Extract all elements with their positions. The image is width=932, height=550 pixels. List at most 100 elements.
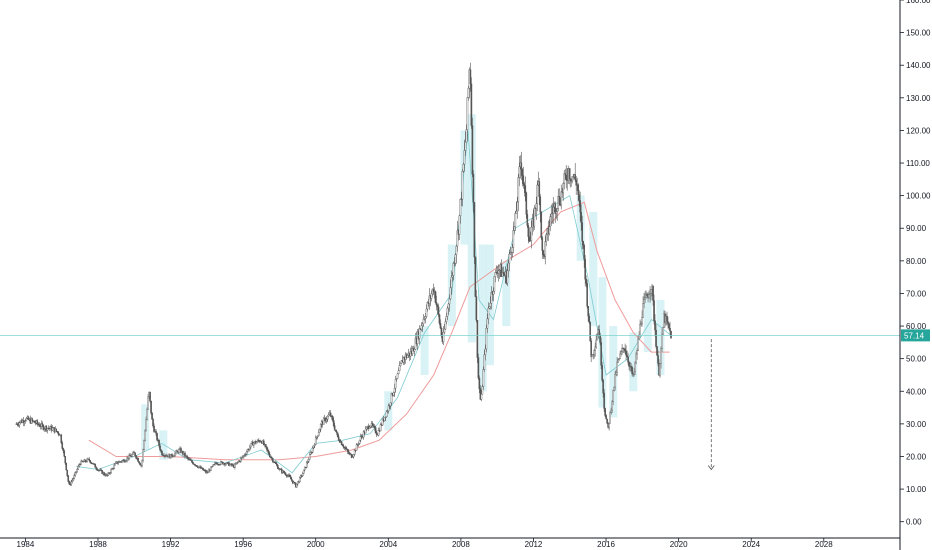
candle-body bbox=[646, 294, 648, 297]
candle-body bbox=[653, 300, 655, 321]
candle-body bbox=[659, 363, 661, 376]
candle-body bbox=[24, 420, 27, 422]
candle-body bbox=[467, 88, 470, 98]
candle-body bbox=[237, 461, 239, 463]
price-badge-label: 57.14 bbox=[904, 331, 925, 340]
candle-body bbox=[245, 453, 247, 455]
candle-body bbox=[575, 179, 577, 186]
candle-body bbox=[131, 454, 133, 457]
candle-body bbox=[144, 430, 146, 441]
x-tick-label: 2000 bbox=[307, 540, 325, 549]
candle-body bbox=[630, 366, 632, 368]
candle-body bbox=[498, 269, 501, 272]
candle-body bbox=[482, 369, 485, 387]
candle-body bbox=[461, 171, 464, 200]
candle-body bbox=[490, 292, 493, 304]
candle-body bbox=[147, 396, 149, 410]
candle-body bbox=[600, 342, 602, 366]
candle-body bbox=[447, 303, 450, 309]
candle-body bbox=[347, 451, 350, 454]
candle-body bbox=[657, 355, 659, 364]
candle-body bbox=[229, 464, 231, 466]
candle-body bbox=[249, 446, 251, 450]
candle-body bbox=[89, 460, 91, 463]
candle-body bbox=[485, 328, 488, 350]
candle-body bbox=[517, 177, 520, 203]
candle-body bbox=[614, 374, 616, 388]
candle-body bbox=[444, 321, 447, 330]
candle-body bbox=[520, 162, 523, 170]
candle-body bbox=[334, 429, 337, 432]
candle-body bbox=[129, 454, 131, 457]
candle-body bbox=[440, 328, 443, 337]
candle-body bbox=[244, 454, 246, 456]
candle-body bbox=[666, 315, 668, 322]
candle-body bbox=[506, 270, 509, 284]
candle-body bbox=[194, 464, 196, 466]
x-tick-label: 2012 bbox=[525, 540, 543, 549]
candle-body bbox=[522, 175, 525, 184]
candle-body bbox=[624, 348, 626, 352]
candle-body bbox=[560, 191, 563, 206]
x-tick-label: 1996 bbox=[234, 540, 252, 549]
band-segment bbox=[478, 244, 487, 392]
x-tick-label: 1988 bbox=[89, 540, 107, 549]
candle-body bbox=[544, 241, 547, 257]
candle-body bbox=[354, 449, 357, 451]
candle-body bbox=[389, 402, 392, 407]
candle-body bbox=[351, 456, 354, 458]
candle-body bbox=[153, 425, 155, 432]
candle-body bbox=[240, 457, 242, 462]
candle-body bbox=[186, 455, 188, 458]
candle-body bbox=[375, 432, 378, 435]
candle-body bbox=[392, 392, 395, 396]
candle-body bbox=[450, 276, 453, 288]
candle-body bbox=[533, 207, 536, 227]
candle-body bbox=[395, 378, 398, 380]
candle-body bbox=[55, 428, 58, 432]
candle-body bbox=[509, 252, 512, 255]
candle-body bbox=[37, 423, 40, 425]
fast-moving-average bbox=[76, 130, 672, 474]
candle-body bbox=[341, 444, 344, 447]
candle-body bbox=[642, 303, 644, 318]
candle-body bbox=[219, 464, 221, 466]
price-axis[interactable]: 0.00 10.00 20.00 30.00 40.00 50.00 60.00 70.00 8… bbox=[900, 0, 931, 527]
candle-body bbox=[286, 475, 289, 477]
candle-body bbox=[43, 428, 46, 430]
candle-body bbox=[241, 456, 243, 459]
candle-body bbox=[558, 196, 561, 204]
candle-body bbox=[379, 424, 382, 432]
projection-arrow bbox=[707, 339, 715, 471]
candle-body bbox=[386, 410, 389, 412]
candle-body bbox=[161, 451, 163, 456]
candle-body bbox=[539, 196, 542, 213]
candle-body bbox=[371, 423, 374, 427]
candle-body bbox=[314, 437, 317, 445]
candle-body bbox=[298, 476, 301, 483]
candle-body bbox=[465, 129, 468, 143]
candle-body bbox=[571, 176, 574, 182]
candle-body bbox=[303, 466, 306, 471]
candle-body bbox=[180, 448, 182, 453]
candle-body bbox=[510, 252, 513, 254]
candle-body bbox=[73, 475, 76, 479]
candle-body bbox=[173, 455, 175, 457]
candle-body bbox=[608, 422, 610, 428]
candle-body bbox=[357, 443, 360, 445]
candle-body bbox=[282, 470, 285, 473]
slow-ma-line bbox=[88, 201, 670, 461]
candle-body bbox=[159, 445, 161, 451]
candle-body bbox=[319, 424, 322, 430]
candle-body bbox=[434, 291, 437, 303]
candle-body bbox=[542, 250, 545, 255]
candle-body bbox=[33, 420, 36, 423]
candle-body bbox=[145, 419, 147, 432]
candle-body bbox=[315, 436, 318, 438]
candle-body bbox=[258, 440, 260, 442]
time-axis[interactable]: 1984 1988 1992 1996 2000 2004 2008 2012 2016 2020… bbox=[17, 538, 834, 549]
candle-body bbox=[51, 427, 54, 431]
candle-body bbox=[586, 283, 588, 307]
candle-body bbox=[143, 439, 145, 450]
